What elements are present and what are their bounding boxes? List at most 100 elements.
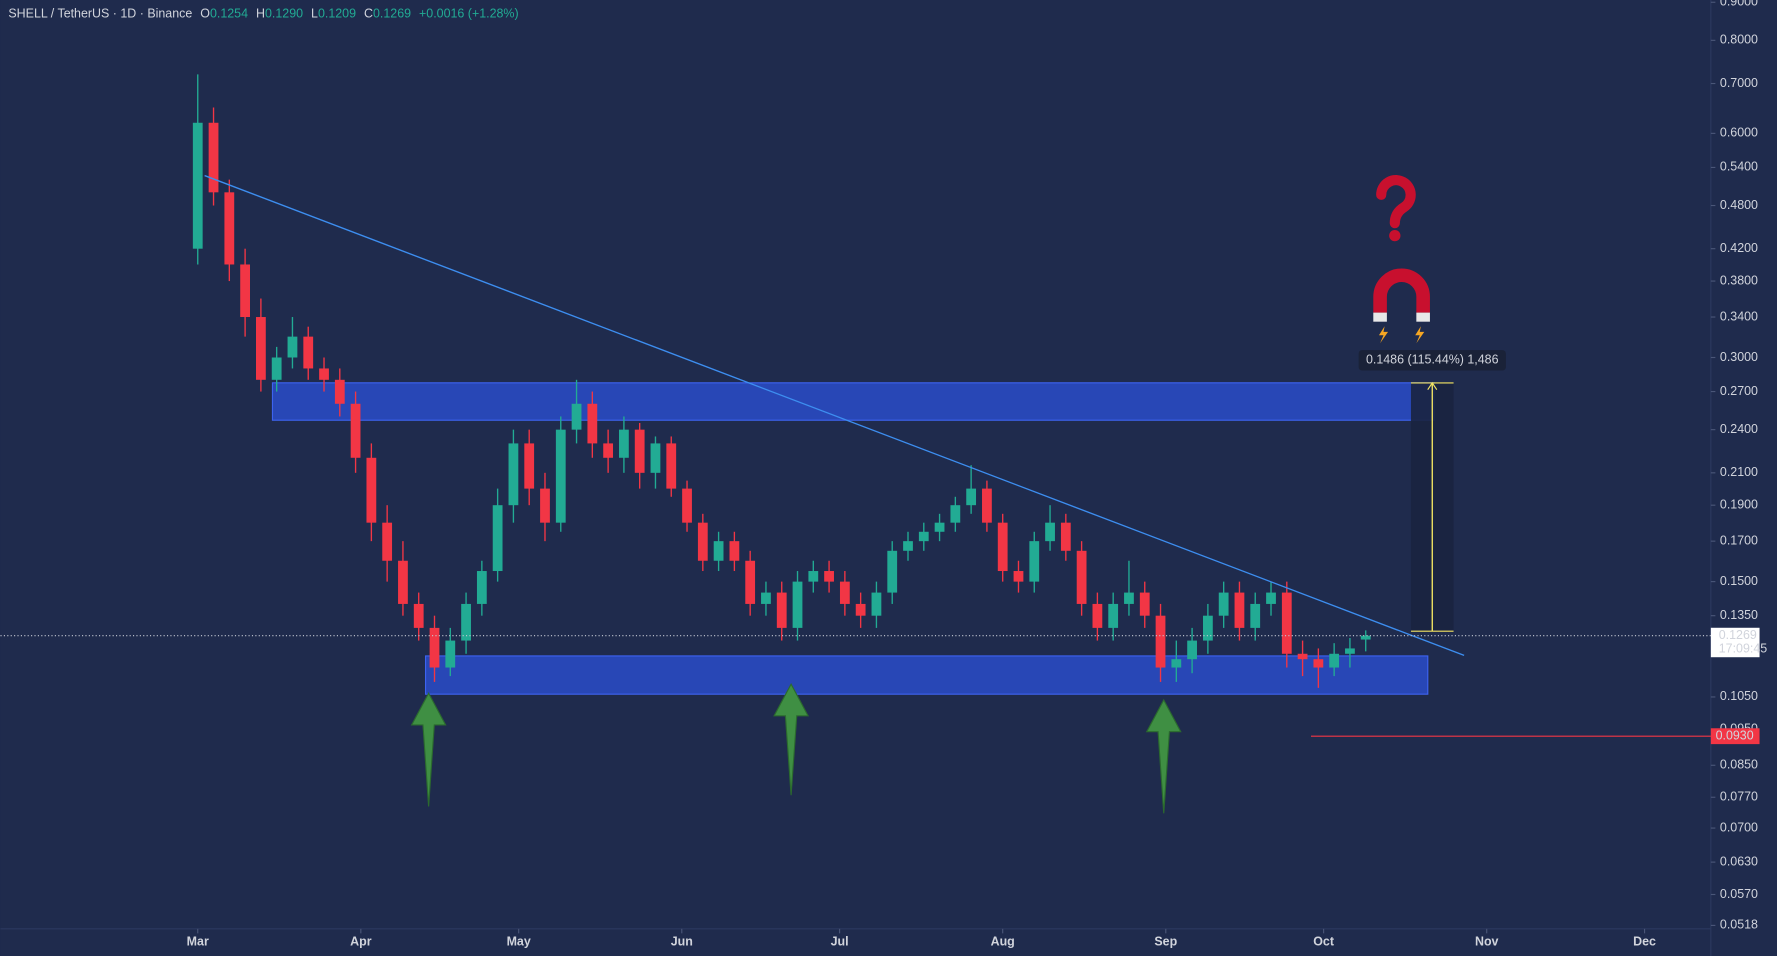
y-tick-label: 0.9000 [1720,0,1758,9]
candle-body [366,457,377,523]
candle-body [1202,615,1213,641]
ohlc-value: 0.1254 [210,7,248,21]
candle-body [1281,592,1292,654]
price-line-label-bg [1710,728,1760,745]
y-tick-label: 0.1500 [1720,574,1758,588]
measure-label: 0.1486 (115.44%) 1,486 [1366,353,1499,367]
question-icon [1376,175,1416,242]
candle-body [208,122,219,193]
up-arrow [1145,698,1182,814]
candle-body [871,592,882,616]
candle-body [745,560,756,604]
candle-body [1060,522,1071,551]
candle-body [492,505,503,572]
ohlc-key: O [200,7,210,21]
x-tick-label: Sep [1154,935,1177,949]
y-tick-label: 0.0850 [1720,758,1758,772]
candle-body [776,592,787,628]
zone [424,655,1429,695]
y-tick-label: 0.0770 [1720,790,1758,804]
ohlc-value: 0.1290 [265,7,303,21]
candle-body [476,571,487,604]
candle-body [240,264,250,318]
y-tick-label: 0.8000 [1720,33,1758,47]
candle-body [382,522,393,561]
candle-body [587,403,598,444]
candle-body [950,505,961,523]
magnet-icon [1373,268,1430,344]
y-tick-label: 0.0630 [1720,854,1758,868]
candle-body [982,488,992,523]
ohlc-value: 0.1269 [373,7,411,21]
y-tick-label: 0.1700 [1720,533,1758,547]
x-tick-label: Oct [1313,935,1334,949]
candle-body [319,368,329,380]
candle-body [540,488,550,523]
candle-body [966,488,977,506]
candle-body [713,541,724,561]
candle-body [1155,615,1166,668]
candle-body [887,550,898,593]
plot [0,74,1711,737]
candle-body [1108,603,1119,628]
y-tick-label: 0.2400 [1720,422,1758,436]
magnet-body [1373,268,1430,313]
x-tick-label: Apr [350,935,372,949]
x-tick-label: Jun [671,935,693,949]
y-tick-label: 0.3800 [1720,273,1758,287]
ohlc-key: H [256,7,265,21]
measure-label-bg [1358,350,1506,371]
question-mark [1376,175,1416,229]
candle-body [461,603,471,641]
candle-body [1297,653,1308,660]
candle-body [1171,659,1182,668]
candle-body [1266,592,1276,604]
candle-body [429,627,440,668]
ohlc-value: 0.1209 [318,7,356,21]
symbol: SHELL / TetherUS · 1D · Binance [8,7,192,21]
candle-body [761,592,771,604]
zone [271,382,1435,421]
last-price-label: 0.1269 [1719,628,1757,642]
x-tick-label: Aug [991,935,1015,949]
candle-body [1076,550,1087,604]
magnet-tip [1416,312,1430,322]
trendline [204,174,1465,657]
up-arrow [410,692,447,807]
y-tick-label: 0.4800 [1720,198,1758,212]
candle-body [350,403,361,458]
x-tick-label: Mar [187,935,209,949]
y-tick-label: 0.0518 [1720,918,1758,932]
candle-body [524,443,535,489]
candle-body [1218,592,1229,616]
ohlc-key: L [311,7,318,21]
y-tick-label: 0.0700 [1720,820,1758,834]
candle-body [445,640,456,668]
candle-body [603,443,614,458]
candle-body [303,336,314,369]
measure-arrow [1427,381,1438,391]
candle-body [287,336,298,358]
x-tick-label: Nov [1475,935,1499,949]
y-tick-label: 0.1350 [1720,608,1758,622]
candle-body [1124,592,1134,604]
arrows [410,682,1182,814]
spark [1378,326,1389,344]
candle-body [729,541,740,561]
candle-body [413,603,424,628]
candle-body [1029,541,1040,582]
y-tick-label: 0.5400 [1720,160,1758,174]
candle-body [1313,659,1324,668]
candle-body [697,522,708,561]
candle-body [1234,592,1245,628]
countdown: 17:09:45 [1719,642,1767,656]
candle-body [555,429,566,523]
candle-body [1045,522,1055,542]
change: +0.0016 (+1.28%) [419,7,519,21]
candle-body [255,317,266,380]
last-price-label-bg [1710,627,1760,658]
candle-body [650,443,661,473]
candle-body [619,429,629,458]
